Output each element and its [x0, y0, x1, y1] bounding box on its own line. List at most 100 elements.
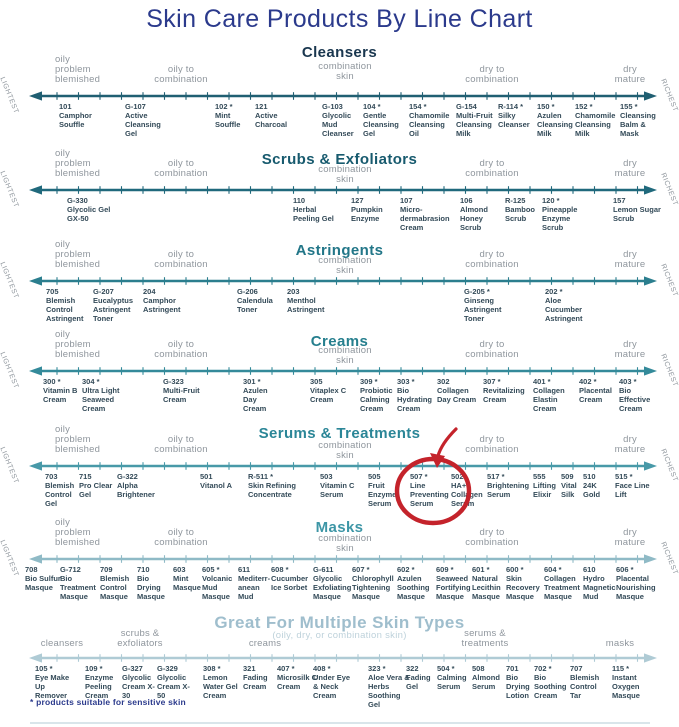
product: 501 Vitanol A: [200, 472, 234, 490]
product-code: 517 *: [487, 472, 505, 481]
product-code: 507 *: [410, 472, 428, 481]
product-code: 152 *: [575, 102, 593, 111]
product-name: Chlorophyll Tightening Masque: [352, 574, 394, 601]
product: 322 Fading Gel: [406, 664, 436, 691]
group-label-masks: masks: [605, 638, 635, 649]
product-name: Placental Nourishing Masque: [616, 574, 656, 601]
product-name: Camphor Souffle: [59, 111, 92, 129]
axis-arrow-left: [29, 461, 42, 471]
product: 604 * Collagen Treatment Masque: [544, 565, 586, 601]
skin-type-label: dry to combination: [465, 249, 519, 270]
product: 403 * Bio Effective Cream: [619, 377, 657, 413]
product-name: Skin Refining Concentrate: [248, 481, 296, 499]
product-name: Bio Soothing Cream: [534, 673, 567, 700]
product-name: Bio Effective Cream: [619, 386, 651, 413]
product-code: 402 *: [579, 377, 597, 386]
product-code: 501: [200, 472, 213, 481]
product-name: Calendula Toner: [237, 296, 273, 314]
product: R-114 * Silky Cleanser: [498, 102, 538, 129]
skin-type-label: combination skin: [318, 345, 372, 366]
product: 105 * Eye Make Up Remover: [35, 664, 77, 700]
skin-type-label: oily problem blemished: [55, 239, 101, 270]
axis-line: [29, 276, 657, 286]
product-name: Gentle Cleansing Gel: [363, 111, 399, 138]
product: 703 Blemish Control Gel: [45, 472, 79, 508]
product-name: Fruit Enzyme Serum: [368, 481, 397, 508]
skin-type-label: dry to combination: [465, 527, 519, 548]
group-label-creams: creams: [248, 638, 282, 649]
product-code: 604 *: [544, 565, 562, 574]
product-code: 603: [173, 565, 186, 574]
product: 115 * Instant Oxygen Masque: [612, 664, 648, 700]
product: 402 * Placental Cream: [579, 377, 619, 404]
product: 323 * Aloe Vera & Herbs Soothing Gel: [368, 664, 412, 709]
product-code: 606 *: [616, 565, 634, 574]
product-name: Multi-Fruit Cream: [163, 386, 200, 404]
axis-line: [29, 91, 657, 101]
product-name: Probiotic Calming Cream: [360, 386, 393, 413]
product-code: G-206: [237, 287, 258, 296]
product-code: 602 *: [397, 565, 415, 574]
product-name: Bio Drying Lotion: [506, 673, 530, 700]
axis-arrow-left: [29, 366, 42, 376]
product-code: 302: [437, 377, 450, 386]
product-code: 515 *: [615, 472, 633, 481]
product-code: 105 *: [35, 664, 53, 673]
product: 515 * Face Line Lift: [615, 472, 655, 499]
skin-type-label: dry mature: [614, 249, 646, 270]
product: 408 * Under Eye & Neck Cream: [313, 664, 357, 700]
product-code: G-107: [125, 102, 146, 111]
product-code: G-154: [456, 102, 477, 111]
product-name: Eye Make Up Remover: [35, 673, 70, 700]
product-name: Herbal Peeling Gel: [293, 205, 334, 223]
product-name: Lemon Sugar Scrub: [613, 205, 661, 223]
product: 504 * Calming Serum: [437, 664, 473, 691]
product-code: G-103: [322, 102, 343, 111]
product-name: Eucalyptus Astringent Toner: [93, 296, 134, 323]
axis-arrow-right: [644, 91, 657, 101]
product-name: Multi-Fruit Cleansing Milk: [456, 111, 493, 138]
product: G-327 Glycolic Cream X-30: [122, 664, 158, 700]
product: 508 Almond Serum: [472, 664, 506, 691]
skin-type-label: dry mature: [614, 527, 646, 548]
product-name: Collagen Elastin Cream: [533, 386, 565, 413]
product: G-322 Alpha Brightener: [117, 472, 165, 499]
product-name: Glycolic Cream X-50: [157, 673, 190, 700]
product-code: 601 *: [472, 565, 490, 574]
product-name: Micro-dermabrasion Cream: [400, 205, 450, 232]
skin-type-label: oily to combination: [154, 434, 208, 455]
product-code: 307 *: [483, 377, 501, 386]
product-code: 600 *: [506, 565, 524, 574]
product-name: Placental Cream: [579, 386, 612, 404]
product-code: 502: [451, 472, 464, 481]
product-code: 705: [46, 287, 59, 296]
product-name: Lifting Elixir: [533, 481, 556, 499]
product: 203 Menthol Astringent: [287, 287, 331, 314]
skin-type-label: dry to combination: [465, 434, 519, 455]
product: 302 Collagen Day Cream: [437, 377, 481, 404]
product-name: Bio Treatment Masque: [60, 574, 96, 601]
product-code: 154 *: [409, 102, 427, 111]
product: 555 Lifting Elixir: [533, 472, 563, 499]
product-name: Ginseng Astringent Toner: [464, 296, 502, 323]
product: 104 * Gentle Cleansing Gel: [363, 102, 405, 138]
skin-type-label: dry to combination: [465, 339, 519, 360]
product-code: 709: [100, 565, 113, 574]
product: 110 Herbal Peeling Gel: [293, 196, 341, 223]
product: R-125 Bamboo Scrub: [505, 196, 541, 223]
product-name: Chamomile Cleansing Oil: [409, 111, 450, 138]
product-name: Cleansing Balm & Mask: [620, 111, 656, 138]
product-name: Alpha Brightener: [117, 481, 155, 499]
product-code: 505: [368, 472, 381, 481]
product: 106 Almond Honey Scrub: [460, 196, 494, 232]
axis-arrow-right: [644, 554, 657, 564]
skin-type-label: oily problem blemished: [55, 424, 101, 455]
product-name: Hydro Magnetic Mud: [583, 574, 616, 601]
product-name: Ultra Light Seaweed Cream: [82, 386, 120, 413]
product: 300 * Vitamin B Cream: [43, 377, 83, 404]
row-heading-astringents: Astringents: [295, 242, 384, 259]
product-code: 308 *: [203, 664, 221, 673]
product-name: Mint Masque: [173, 574, 201, 592]
product-code: G-322: [117, 472, 138, 481]
product: 605 * Volcanic Mud Masque: [202, 565, 240, 601]
